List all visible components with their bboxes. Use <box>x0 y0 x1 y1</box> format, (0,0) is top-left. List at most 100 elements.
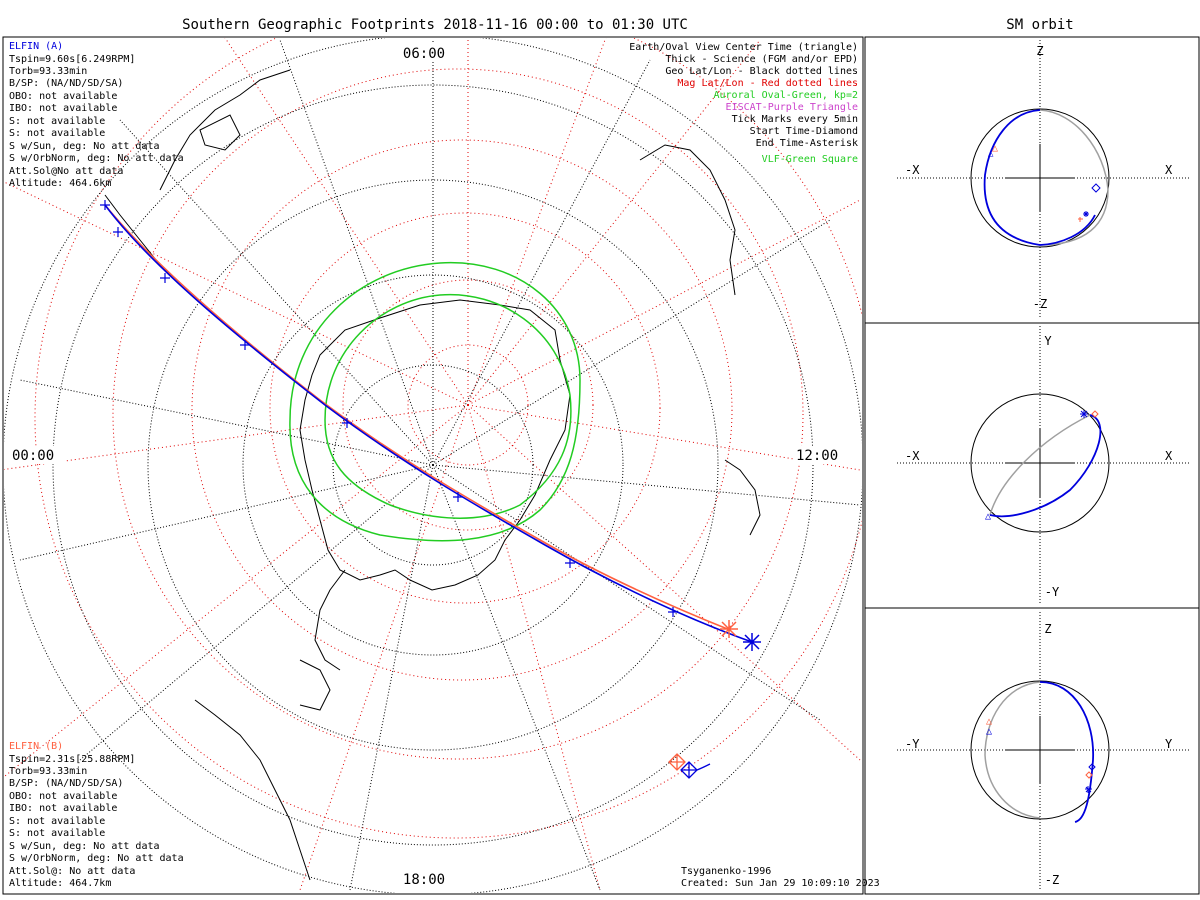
elfin-a-line: Torb=93.33min <box>9 66 87 77</box>
orbit-blue-arc <box>983 109 1096 246</box>
clock-label-top-bg <box>396 43 452 61</box>
elfin-a-line: IBO: not available <box>9 103 117 114</box>
orbit-triangle-a: △ <box>986 726 992 737</box>
clock-label-top: 06:00 <box>403 46 445 62</box>
orbit-label-top: Y <box>1044 334 1052 348</box>
orbit-gray-arc <box>989 414 1091 516</box>
side-panel-frame <box>864 36 1200 895</box>
orbit-label-bottom: -Y <box>1045 585 1060 599</box>
orbit-triangle-a: △ <box>988 149 994 159</box>
orbit-blue-arc <box>1039 681 1094 823</box>
elfin-a-name: ELFIN (A) <box>9 41 63 52</box>
polar-map: 06:00 00:00 12:00 18:00 <box>4 38 862 893</box>
coastlines <box>104 69 761 881</box>
orbit-triangle-b: △ <box>992 143 998 154</box>
legend: Earth/Oval View Center Time (triangle) T… <box>629 42 858 165</box>
orbit-label-left: -X <box>905 449 920 463</box>
orbit-blue-arc <box>989 414 1102 518</box>
orbit-label-right: Y <box>1165 737 1173 751</box>
elfin-a-line: B/SP: (NA/ND/SD/SA) <box>9 78 123 89</box>
legend-line: EISCAT-Purple Triangle <box>726 102 858 113</box>
legend-line: Auroral Oval-Green, kp=2 <box>714 90 859 101</box>
legend-line: Start Time-Diamond <box>750 126 858 137</box>
orbit-panel-xy: △ Y -Y -X X <box>897 326 1190 604</box>
elfin-a-line: S w/OrbNorm, deg: No att data <box>9 153 184 164</box>
clock-label-right: 12:00 <box>796 448 838 464</box>
orbit-diamond-a <box>1091 183 1101 193</box>
start-diamond-a <box>680 761 711 779</box>
orbit-label-right: X <box>1165 449 1173 463</box>
footer-model: Tsyganenko-1996 <box>681 866 771 877</box>
start-diamond-b <box>668 753 686 771</box>
elfin-a-track <box>104 204 753 643</box>
orbit-gray-arc <box>1039 109 1109 246</box>
legend-line: Earth/Oval View Center Time (triangle) <box>629 42 858 53</box>
elfin-b-line: OBO: not available <box>9 791 117 802</box>
end-asterisk-a <box>743 633 761 651</box>
geo-grid <box>4 38 862 893</box>
earth-circle <box>970 108 1110 248</box>
orbit-panel-xz: △ △ Z -Z -X X <box>897 40 1190 318</box>
clock-label-bottom-bg <box>396 870 452 888</box>
elfin-b-line: Torb=93.33min <box>9 766 87 777</box>
orbit-gray-arc <box>984 681 1041 819</box>
elfin-b-line: S w/Sun, deg: No att data <box>9 841 160 852</box>
orbit-label-bottom: -Z <box>1045 873 1059 887</box>
elfin-b-line: S: not available <box>9 816 105 827</box>
orbit-asterisk-a <box>1080 410 1088 418</box>
orbit-label-top: Z <box>1036 44 1043 58</box>
earth-circle <box>970 680 1110 820</box>
legend-line: Tick Marks every 5min <box>732 114 858 125</box>
elfin-b-line: IBO: not available <box>9 803 117 814</box>
main-title: Southern Geographic Footprints 2018-11-1… <box>182 17 688 33</box>
main-panel-frame <box>2 36 864 895</box>
elfin-a-ticks <box>100 200 678 617</box>
elfin-b-name: ELFIN (B) <box>9 741 63 752</box>
orbit-label-left: -X <box>905 163 920 177</box>
mag-grid <box>4 38 862 891</box>
elfin-a-line: Tspin=9.60s[6.249RPM] <box>9 54 135 65</box>
clock-label-left: 00:00 <box>12 448 54 464</box>
elfin-a-line: S w/Sun, deg: No att data <box>9 141 160 152</box>
legend-line: Mag Lat/Lon - Red dotted lines <box>677 78 858 89</box>
orbit-diamond-a <box>1088 763 1096 771</box>
orbit-label-left: -Y <box>905 737 920 751</box>
footer-created: Created: Sun Jan 29 10:09:10 2023 <box>681 878 880 889</box>
elfin-b-line: S w/OrbNorm, deg: No att data <box>9 853 184 864</box>
end-asterisk-b <box>720 620 738 638</box>
elfin-a-line: S: not available <box>9 116 105 127</box>
orbit-diamond-b <box>1085 771 1093 779</box>
elfin-a-line: S: not available <box>9 128 105 139</box>
elfin-a-info: ELFIN (A) Tspin=9.60s[6.249RPM] Torb=93.… <box>9 41 184 189</box>
elfin-a-line: Att.Sol@No att data <box>9 166 123 177</box>
clock-label-left-bg <box>8 446 64 464</box>
orbit-label-right: X <box>1165 163 1173 177</box>
elfin-b-line: B/SP: (NA/ND/SD/SA) <box>9 778 123 789</box>
orbit-triangle-b: △ <box>986 716 992 727</box>
elfin-b-line: Altitude: 464.7km <box>9 878 111 889</box>
orbit-panel-yz: △ △ Z -Z -Y Y <box>897 612 1190 890</box>
orbit-triangle-a: △ <box>985 511 991 522</box>
legend-line: End Time-Asterisk <box>756 138 858 149</box>
orbit-asterisk-a <box>1083 211 1089 217</box>
elfin-a-line: Altitude: 464.6km <box>9 178 111 189</box>
legend-line: Geo Lat/Lon - Black dotted lines <box>665 66 858 77</box>
elfin-b-line: Tspin=2.31s[25.88RPM] <box>9 754 135 765</box>
elfin-b-track <box>104 204 731 631</box>
legend-line: VLF-Green Square <box>762 154 858 165</box>
orbit-diamond-b <box>1091 410 1099 418</box>
orbit-asterisk-a <box>1085 786 1092 793</box>
elfin-b-line: S: not available <box>9 828 105 839</box>
earth-circle <box>970 393 1110 533</box>
clock-label-right-bg <box>795 446 851 464</box>
orbit-label-bottom: -Z <box>1033 297 1047 311</box>
elfin-b-line: Att.Sol@: No att data <box>9 866 135 877</box>
auroral-oval <box>289 261 581 542</box>
side-title: SM orbit <box>1006 17 1073 33</box>
clock-label-bottom: 18:00 <box>403 872 445 888</box>
orbit-label-top: Z <box>1044 622 1051 636</box>
elfin-a-line: OBO: not available <box>9 91 117 102</box>
elfin-b-info: ELFIN (B) Tspin=2.31s[25.88RPM] Torb=93.… <box>9 741 184 889</box>
orbit-asterisk-b <box>1078 217 1083 222</box>
